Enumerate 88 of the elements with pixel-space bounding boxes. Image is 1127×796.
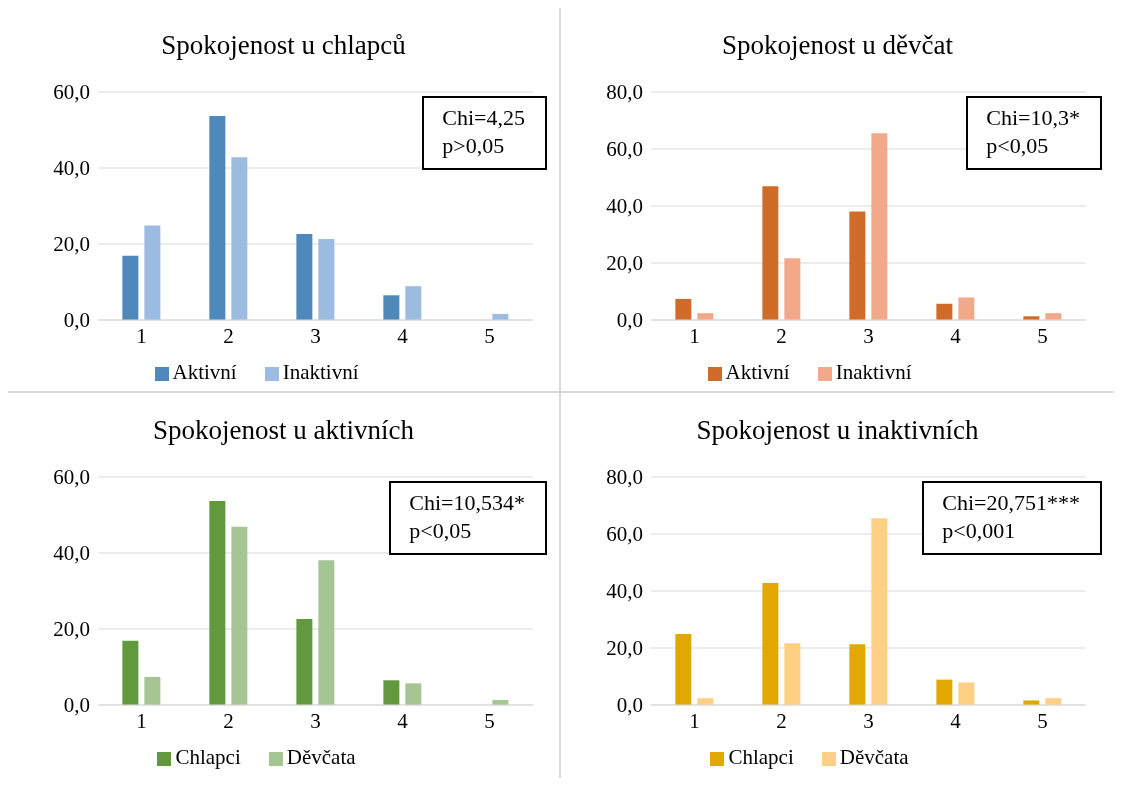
- annotation: p>0,05: [442, 132, 506, 160]
- x-tick-label: 2: [223, 323, 234, 348]
- x-tick-label: 5: [484, 323, 495, 348]
- y-tick-label: 20,0: [53, 617, 90, 642]
- bar: [209, 500, 226, 705]
- y-tick-label: 60,0: [606, 137, 643, 162]
- x-tick-label: 1: [689, 708, 700, 733]
- bar: [405, 286, 422, 320]
- bar: [318, 239, 335, 320]
- annotation: Chi=10,534*: [409, 489, 525, 517]
- y-tick-label: 40,0: [606, 194, 643, 219]
- y-tick-label: 40,0: [53, 156, 90, 181]
- x-tick-label: 4: [950, 323, 962, 348]
- bar: [958, 682, 975, 705]
- annotation: p<0,001: [942, 517, 1017, 545]
- x-tick-label: 5: [1037, 323, 1048, 348]
- x-tick-label: 2: [223, 708, 234, 733]
- x-tick-label: 5: [1037, 708, 1048, 733]
- legend-label: Děvčata: [839, 745, 909, 769]
- bar: [762, 186, 779, 320]
- bar: [296, 619, 313, 705]
- legend-label: Inaktivní: [835, 360, 912, 384]
- bar: [144, 676, 161, 705]
- x-tick-label: 3: [863, 708, 874, 733]
- bar: [675, 634, 692, 705]
- annotation: Chi=10,3*: [986, 104, 1080, 132]
- bar: [231, 526, 248, 705]
- bar: [958, 297, 975, 320]
- y-tick-label: 60,0: [606, 522, 643, 547]
- y-tick-label: 40,0: [53, 541, 90, 566]
- y-tick-label: 20,0: [606, 636, 643, 661]
- annotation: Chi=4,25: [442, 104, 525, 132]
- bar: [871, 518, 888, 705]
- bar: [122, 640, 139, 705]
- legend-label: Chlapci: [728, 745, 794, 769]
- annotation: p<0,05: [986, 132, 1050, 160]
- x-tick-label: 3: [310, 323, 321, 348]
- bar: [849, 211, 866, 320]
- y-tick-label: 80,0: [606, 465, 643, 490]
- y-tick-label: 0,0: [63, 693, 90, 718]
- y-tick-label: 0,0: [616, 308, 643, 333]
- bar: [383, 680, 400, 705]
- bar: [784, 643, 801, 705]
- x-tick-label: 3: [310, 708, 321, 733]
- legend-label: Chlapci: [175, 745, 241, 769]
- y-tick-label: 0,0: [63, 308, 90, 333]
- annotation: Chi=20,751***: [942, 489, 1080, 517]
- x-tick-label: 2: [776, 708, 787, 733]
- x-tick-label: 3: [863, 323, 874, 348]
- bar: [231, 157, 248, 320]
- bar: [383, 295, 400, 320]
- legend-label: Aktivní: [725, 360, 790, 384]
- x-tick-label: 1: [136, 323, 147, 348]
- x-tick-label: 1: [136, 708, 147, 733]
- x-tick-label: 4: [397, 323, 409, 348]
- chart-title: Spokojenost u inaktivních: [695, 414, 980, 447]
- legend-label: Aktivní: [172, 360, 237, 384]
- bar: [675, 298, 692, 320]
- y-tick-label: 60,0: [53, 80, 90, 105]
- bar: [405, 683, 422, 705]
- bar: [784, 258, 801, 320]
- x-tick-label: 2: [776, 323, 787, 348]
- x-tick-label: 5: [484, 708, 495, 733]
- bar: [936, 303, 953, 320]
- y-tick-label: 20,0: [53, 232, 90, 257]
- annotation: p<0,05: [409, 517, 473, 545]
- bar: [849, 644, 866, 705]
- x-tick-label: 4: [950, 708, 962, 733]
- chart-title: Spokojenost u chlapců: [160, 29, 407, 62]
- y-tick-label: 80,0: [606, 80, 643, 105]
- y-tick-label: 0,0: [616, 693, 643, 718]
- chart-title: Spokojenost u aktivních: [152, 414, 415, 447]
- x-tick-label: 4: [397, 708, 409, 733]
- bar: [871, 133, 888, 320]
- y-tick-label: 60,0: [53, 465, 90, 490]
- x-tick-label: 1: [689, 323, 700, 348]
- bar: [296, 234, 313, 320]
- bar: [122, 255, 139, 320]
- bar: [144, 225, 161, 320]
- bar: [318, 560, 335, 705]
- chart-title: Spokojenost u děvčat: [721, 29, 954, 62]
- bar: [936, 679, 953, 705]
- legend-label: Děvčata: [286, 745, 356, 769]
- y-tick-label: 20,0: [606, 251, 643, 276]
- bar: [762, 583, 779, 705]
- legend-label: Inaktivní: [282, 360, 359, 384]
- bar: [209, 115, 226, 320]
- y-tick-label: 40,0: [606, 579, 643, 604]
